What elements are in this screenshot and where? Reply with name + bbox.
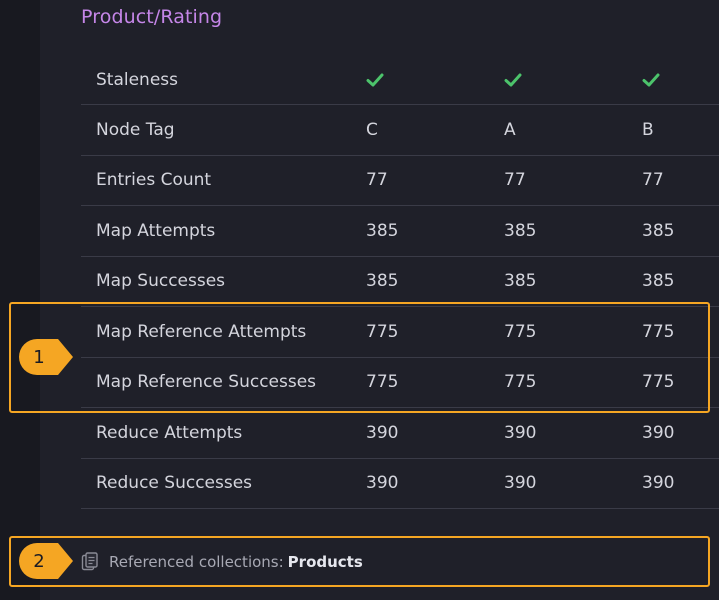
cell-value: 77	[642, 170, 664, 191]
callout-marker-2: 2	[18, 542, 73, 580]
callout-number: 1	[33, 346, 45, 368]
document-icon	[81, 552, 98, 571]
table-row: Node Tag C A B	[81, 105, 719, 156]
table-row: Reduce Attempts 390 390 390	[81, 408, 719, 459]
cell-value: 385	[366, 220, 399, 241]
cell-value: 390	[366, 422, 399, 443]
cell-value: 385	[504, 220, 537, 241]
row-label-staleness: Staleness	[96, 69, 179, 90]
stats-table: Staleness Node Tag C A B Entries Count 7…	[81, 55, 719, 509]
cell-value: C	[366, 119, 378, 140]
row-label-map-attempts: Map Attempts	[96, 220, 216, 241]
table-row: Map Attempts 385 385 385	[81, 206, 719, 257]
table-row: Entries Count 77 77 77	[81, 156, 719, 206]
cell-value: 390	[366, 473, 399, 494]
callout-marker-1: 1	[18, 338, 73, 376]
cell-value: 385	[642, 220, 675, 241]
cell-value: B	[642, 119, 654, 140]
row-label-entries-count: Entries Count	[96, 170, 212, 191]
row-label-reduce-attempts: Reduce Attempts	[96, 422, 243, 443]
referenced-collections-text: Referenced collections: Products	[109, 553, 363, 571]
highlight-box-1	[9, 302, 710, 413]
cell-value: 390	[504, 422, 537, 443]
highlight-box-2	[9, 536, 710, 587]
cell-value: 385	[366, 271, 399, 292]
check-icon	[642, 55, 660, 104]
callout-number: 2	[33, 550, 45, 572]
cell-value: 77	[366, 170, 388, 191]
table-row: Reduce Successes 390 390 390	[81, 459, 719, 509]
stats-panel	[40, 0, 719, 600]
row-label-map-reference-successes: Map Reference Successes	[96, 372, 317, 393]
check-icon	[504, 55, 522, 104]
row-label-reduce-successes: Reduce Successes	[96, 473, 253, 494]
cell-value: 775	[366, 321, 399, 342]
referenced-collections-label: Referenced collections:	[109, 553, 284, 571]
referenced-collections: Referenced collections: Products	[81, 548, 363, 576]
table-row: Map Successes 385 385 385	[81, 257, 719, 307]
row-label-map-successes: Map Successes	[96, 271, 226, 292]
cell-value: 77	[504, 170, 526, 191]
cell-value: 775	[504, 372, 537, 393]
cell-value: 390	[504, 473, 537, 494]
referenced-collection-link[interactable]: Products	[287, 553, 363, 571]
left-rail	[0, 0, 40, 600]
check-icon	[366, 55, 384, 104]
cell-value: 385	[642, 271, 675, 292]
cell-value: A	[504, 119, 516, 140]
cell-value: 775	[642, 321, 675, 342]
cell-value: 775	[642, 372, 675, 393]
row-label-node-tag: Node Tag	[96, 119, 175, 140]
cell-value: 775	[366, 372, 399, 393]
table-row: Map Reference Attempts 775 775 775	[81, 307, 719, 358]
table-row: Staleness	[81, 55, 719, 105]
cell-value: 385	[504, 271, 537, 292]
cell-value: 390	[642, 422, 675, 443]
index-title: Product/Rating	[81, 6, 223, 28]
cell-value: 390	[642, 473, 675, 494]
table-row: Map Reference Successes 775 775 775	[81, 358, 719, 408]
row-label-map-reference-attempts: Map Reference Attempts	[96, 321, 307, 342]
cell-value: 775	[504, 321, 537, 342]
